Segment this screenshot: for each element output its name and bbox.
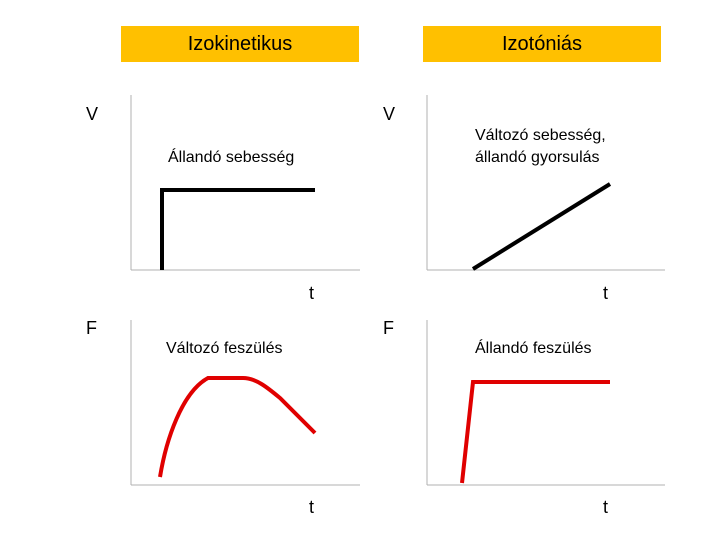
caption: Változó feszülés [166, 340, 283, 357]
y-axis-label: V [383, 104, 395, 124]
caption: Állandó sebesség [168, 147, 294, 166]
x-axis-label: t [603, 283, 608, 303]
isotonic-header-label: Izotóniás [501, 32, 583, 55]
panel-bottom-left: F t Változó feszülés [86, 318, 360, 517]
y-axis-label: F [383, 318, 394, 338]
velocity-curve [160, 188, 315, 270]
y-axis-label: V [86, 104, 98, 124]
caption: Állandó feszülés [475, 338, 592, 357]
caption-line-1: Változó sebesség, [475, 127, 606, 144]
force-curve [158, 376, 317, 478]
panel-bottom-right: F t Állandó feszülés [383, 318, 665, 517]
panel-top-right: V t Változó sebesség, állandó gyorsulás [383, 95, 665, 303]
force-curve [460, 380, 610, 484]
isokinetic-header-label: Izokinetikus [187, 32, 293, 55]
panel-top-left: V t Állandó sebesség [86, 95, 360, 303]
y-axis-label: F [86, 318, 97, 338]
x-axis-label: t [309, 283, 314, 303]
isotonic-header: Izotóniás [423, 26, 661, 62]
caption-line-2: állandó gyorsulás [475, 149, 600, 166]
x-axis-label: t [603, 497, 608, 517]
isokinetic-header: Izokinetikus [121, 26, 359, 62]
x-axis-label: t [309, 497, 314, 517]
velocity-curve [471, 182, 612, 271]
